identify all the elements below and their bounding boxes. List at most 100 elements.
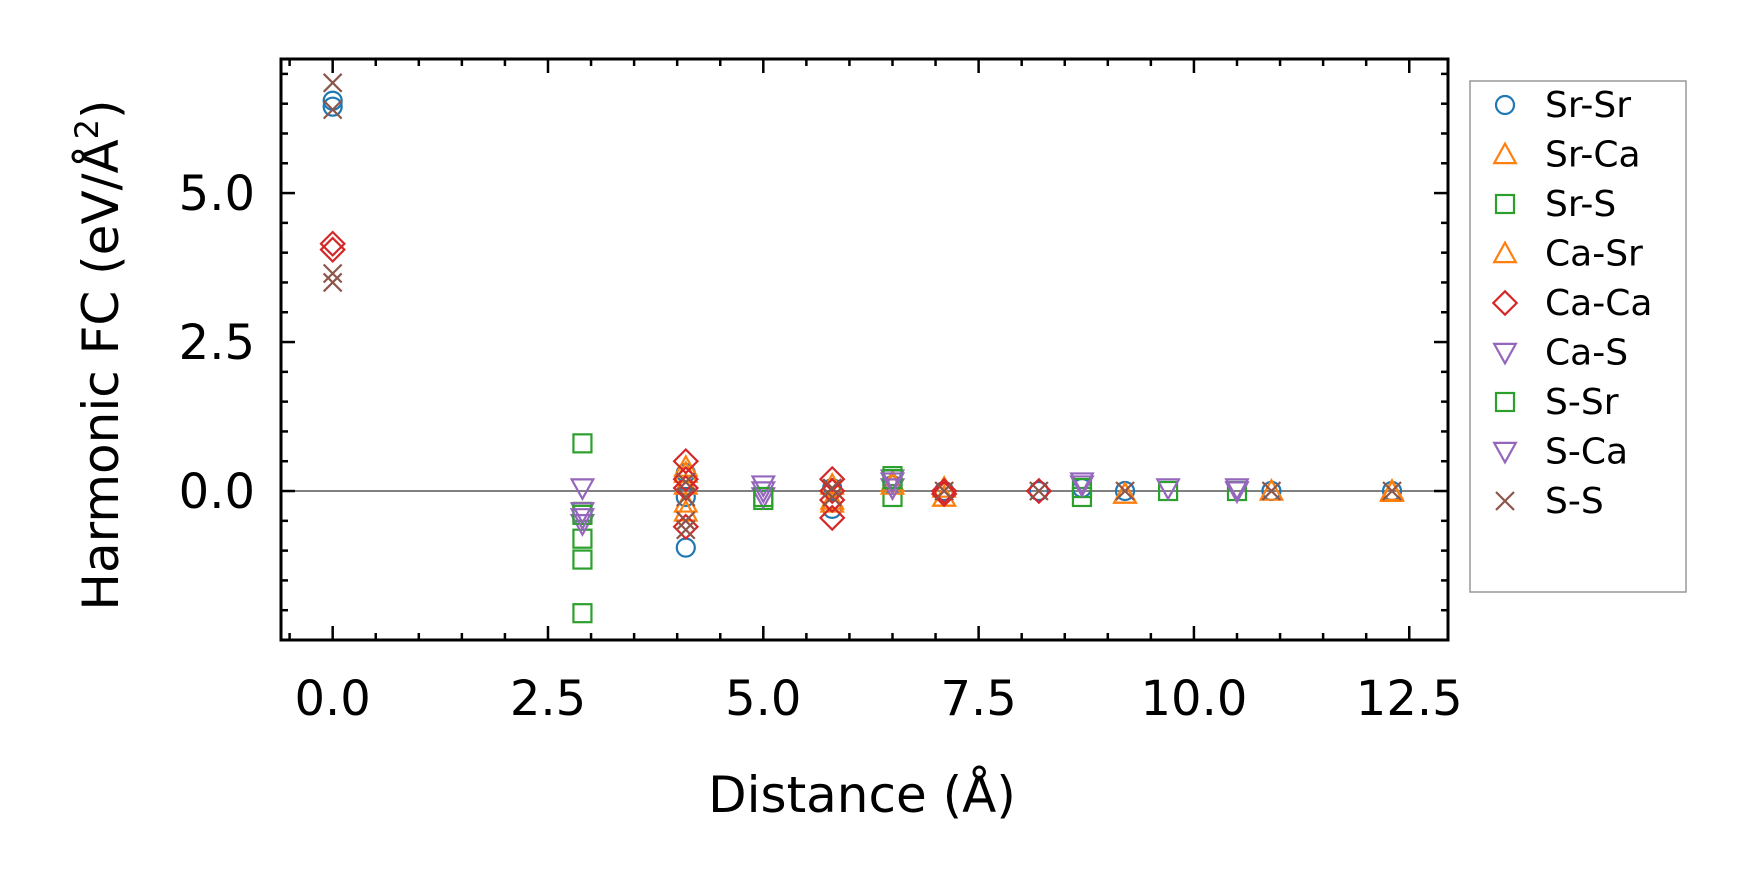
legend-marker (1494, 94, 1516, 116)
legend-entry: Ca-Ca (1491, 283, 1652, 324)
legend: Sr-Sr Sr-Ca Sr-S Ca-Sr Ca-Ca Ca-S S-Sr S-Ca S-S (1469, 80, 1687, 593)
data-point (1155, 478, 1181, 502)
data-point (322, 73, 343, 93)
data-point (672, 513, 700, 541)
legend-entry: S-Sr (1494, 382, 1619, 423)
legend-label: Sr-Ca (1545, 135, 1641, 176)
data-point (1069, 472, 1095, 496)
data-point (1112, 480, 1138, 504)
legend-entry: Sr-Ca (1492, 135, 1641, 176)
legend-marker (1492, 240, 1518, 264)
data-point (672, 474, 700, 502)
data-point (675, 537, 696, 558)
legend-label: S-Sr (1545, 382, 1619, 423)
y-tick-label: 5.0 (179, 166, 255, 222)
legend-marker (1492, 342, 1518, 366)
data-point (569, 502, 596, 525)
data-point (750, 481, 776, 505)
x-tick-label: 5.0 (725, 671, 801, 727)
series-s-s (322, 73, 1402, 540)
legend-marker (1494, 391, 1516, 413)
data-point (675, 486, 696, 508)
legend-entries: Sr-Sr Sr-Ca Sr-S Ca-Sr Ca-Ca Ca-S S-Sr S-Ca S-S (1491, 85, 1652, 522)
legend-label: Ca-Ca (1545, 283, 1652, 324)
x-tick-label: 12.5 (1356, 671, 1463, 727)
legend-entry: Sr-S (1494, 184, 1616, 225)
data-point (818, 477, 846, 505)
data-point (572, 433, 593, 454)
series-sr-ca (673, 454, 1405, 522)
legend-label: S-S (1545, 481, 1604, 522)
legend-marker (1494, 193, 1516, 215)
axis-ticks (281, 59, 1448, 642)
legend-label: Sr-Sr (1545, 85, 1631, 126)
legend-marker (1495, 491, 1515, 511)
series-sr-sr (322, 90, 1403, 558)
data-point (1069, 475, 1095, 499)
x-tick-label: 0.0 (295, 671, 371, 727)
legend-label: Ca-S (1545, 333, 1628, 374)
legend-marker (1492, 141, 1518, 165)
data-point (1261, 481, 1282, 501)
legend-entry: Ca-Sr (1492, 234, 1643, 275)
data-point (676, 519, 696, 540)
legend-box (1469, 80, 1687, 593)
plot-frame (279, 57, 1450, 642)
data-point (319, 236, 346, 263)
data-point (750, 475, 776, 499)
data-points (319, 73, 1405, 624)
y-axis-label-superscript: 2 (68, 119, 106, 139)
series-s-ca (569, 472, 1250, 531)
legend-label: S-Ca (1545, 432, 1628, 473)
data-point (322, 99, 343, 120)
legend-marker (1492, 441, 1518, 465)
data-point (882, 469, 903, 490)
legend-marker (1491, 289, 1519, 317)
legend-entry: Sr-Sr (1494, 85, 1631, 126)
data-point (676, 487, 696, 507)
data-point (1224, 481, 1250, 505)
x-axis-label: Distance (Å) (708, 766, 1016, 824)
data-point (672, 447, 700, 475)
data-point (572, 504, 593, 525)
data-point (1379, 477, 1405, 501)
legend-entry: Ca-S (1492, 333, 1628, 374)
data-point (1025, 477, 1053, 505)
data-point (676, 511, 696, 531)
x-tick-label: 2.5 (510, 671, 586, 727)
data-point (753, 486, 774, 508)
legend-label: Ca-Sr (1545, 234, 1643, 275)
data-point (569, 508, 596, 531)
data-point (572, 549, 593, 570)
data-point (934, 481, 954, 501)
data-point (930, 480, 958, 508)
data-point (1028, 480, 1050, 502)
data-point (819, 486, 845, 510)
x-tick-label: 7.5 (940, 671, 1016, 727)
data-point (572, 603, 593, 624)
legend-label: Sr-S (1545, 184, 1616, 225)
data-point (319, 230, 346, 257)
data-point (676, 472, 696, 492)
data-point (818, 465, 846, 493)
data-point (322, 263, 343, 284)
y-axis-label-tail: ) (72, 99, 130, 119)
data-point (1382, 481, 1402, 501)
data-point (322, 96, 343, 117)
data-point (818, 504, 846, 532)
series-ca-ca (319, 230, 1053, 541)
data-point (322, 272, 343, 293)
data-point (1224, 478, 1250, 502)
data-point (930, 477, 958, 505)
data-point (1115, 481, 1135, 501)
data-point (1029, 481, 1049, 501)
legend-entry: S-Ca (1492, 432, 1628, 473)
axis-tick-labels: 0.0 2.5 5.0 7.5 10.0 12.5 0.0 2.5 5.0 (179, 166, 1463, 727)
y-axis-label-main: Harmonic FC (eV/Å (72, 139, 130, 610)
series-ca-s (569, 469, 1250, 537)
data-point (569, 478, 596, 502)
y-tick-label: 0.0 (179, 464, 255, 520)
y-axis-label: Harmonic FC (eV/Å2) (68, 99, 130, 610)
y-tick-label: 2.5 (179, 315, 255, 371)
